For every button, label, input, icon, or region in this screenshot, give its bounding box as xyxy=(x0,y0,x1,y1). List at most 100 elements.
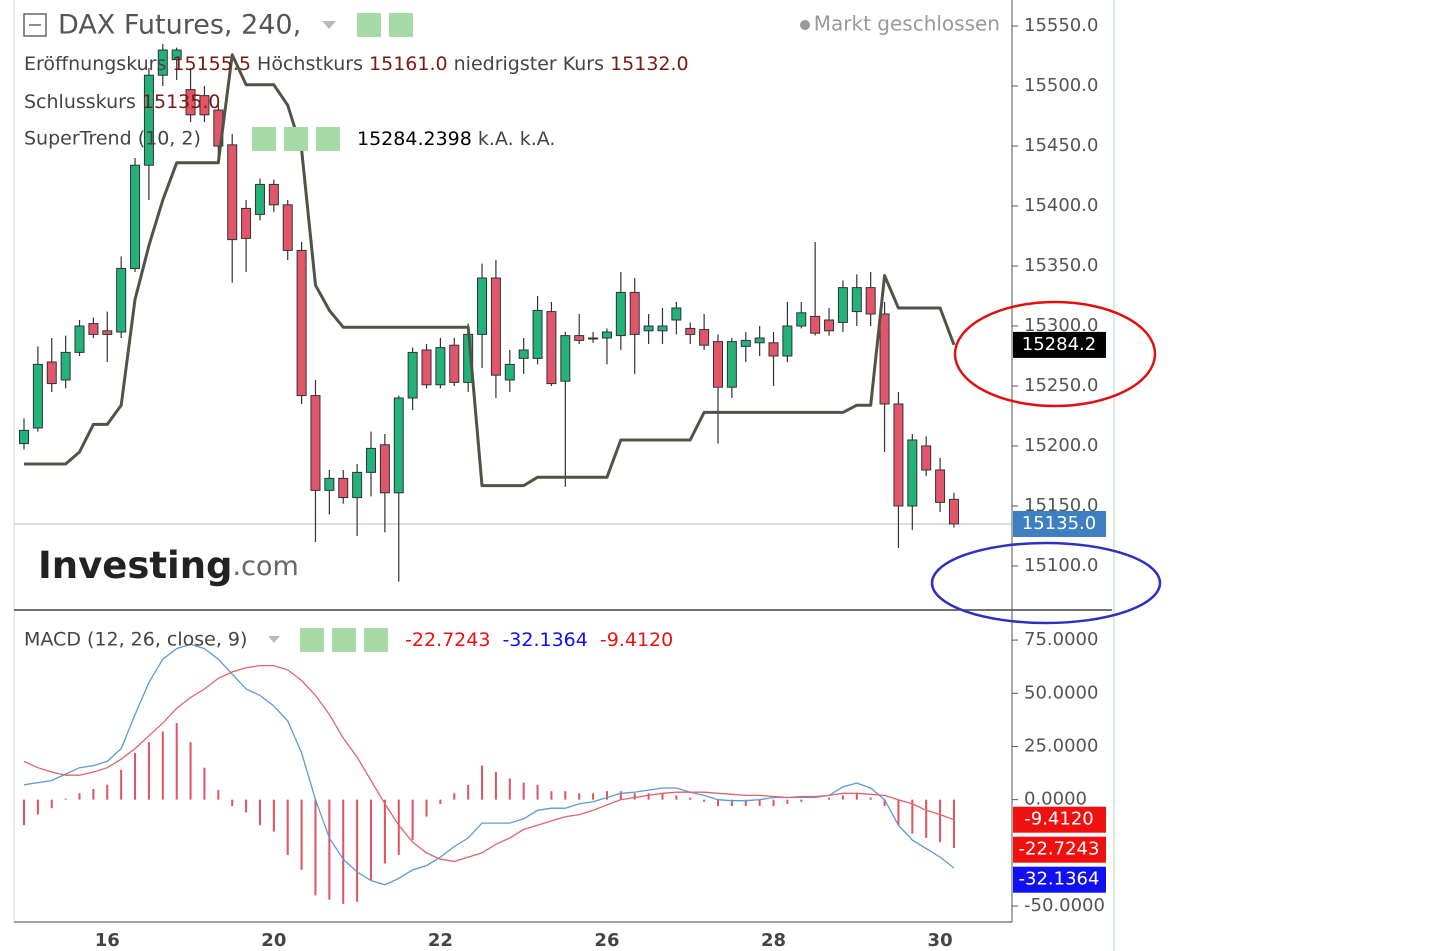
legend-label: Schlusskurs xyxy=(24,91,136,113)
candle-body xyxy=(199,95,210,116)
candle-body xyxy=(143,74,154,166)
candle-body xyxy=(227,144,238,241)
market-status: Markt geschlossen xyxy=(814,12,1000,36)
candle-body xyxy=(532,309,543,359)
status-dot xyxy=(800,20,810,30)
y-tick-label: 15500.0 xyxy=(1024,75,1098,96)
settings-icon[interactable] xyxy=(332,628,356,652)
indicator-value: -9.4120 xyxy=(600,629,673,651)
dropdown-icon[interactable] xyxy=(268,636,280,643)
candle-body xyxy=(865,287,876,315)
candle-body xyxy=(296,249,307,397)
marks: 15100.0 15150.0 15200.0 15250.0 15300.0 15350… xyxy=(14,15,1105,951)
candle-body xyxy=(685,327,696,335)
settings-icon[interactable] xyxy=(284,127,308,151)
y-tick-label: 15200.0 xyxy=(1024,435,1098,456)
remove-icon[interactable] xyxy=(364,628,388,652)
candle-body xyxy=(796,312,807,327)
supertrend-line xyxy=(24,53,956,488)
highlight-ellipse xyxy=(930,541,1162,625)
eye-icon[interactable] xyxy=(300,628,324,652)
indicator-value: k.A. xyxy=(520,128,556,150)
candle-body xyxy=(324,477,335,491)
candle-body xyxy=(19,429,29,445)
close-legend: Schlusskurs 15135.0 xyxy=(24,91,220,113)
candle-body xyxy=(366,447,376,473)
watermark-text: .com xyxy=(233,551,299,582)
eye-icon[interactable] xyxy=(252,127,276,151)
indicator-values: -22.7243 -32.1364 -9.4120 xyxy=(405,629,673,651)
candle-body xyxy=(102,330,113,335)
candle-body xyxy=(615,291,626,337)
candle-body xyxy=(282,204,293,251)
candle-body xyxy=(601,331,612,339)
candle-body xyxy=(74,325,85,353)
watermark-text: Investing xyxy=(38,544,233,587)
indicator-values: 15284.2398 k.A. k.A. xyxy=(357,128,555,150)
candle-body xyxy=(782,325,793,357)
candle-body xyxy=(116,267,127,333)
candle-body xyxy=(157,49,168,76)
remove-icon[interactable] xyxy=(316,127,340,151)
candle-body xyxy=(768,342,779,357)
indicator-name: SuperTrend (10, 2) xyxy=(24,128,201,150)
price-tag-label: 15284.2 xyxy=(1022,334,1096,355)
y-tick-label: 15150.0 xyxy=(1024,495,1098,516)
y-tick-label: 15100.0 xyxy=(1024,555,1098,576)
candle-body xyxy=(893,403,904,507)
candle-body xyxy=(824,319,835,332)
price-tag xyxy=(1013,331,1106,358)
candle-body xyxy=(477,277,488,335)
candle-body xyxy=(671,307,682,321)
candle-body xyxy=(948,498,959,525)
candle-body xyxy=(810,315,821,334)
ohlc-legend: Eröffnungskurs 15155.5 Höchstkurs 15161.… xyxy=(24,53,689,75)
legend-label: Eröffnungskurs xyxy=(24,53,166,75)
legend-value: 15132.0 xyxy=(610,53,689,75)
y-tick-label: 15250.0 xyxy=(1024,375,1098,396)
x-tick-label: 28 xyxy=(761,930,786,951)
candle-body xyxy=(171,49,182,61)
candle-body xyxy=(546,311,557,385)
eye-icon[interactable] xyxy=(357,13,381,37)
candle-body xyxy=(60,351,71,381)
collapse-icon[interactable] xyxy=(23,13,47,37)
price-tag xyxy=(1013,866,1106,893)
legend-value: 15155.5 xyxy=(172,53,251,75)
candle-body xyxy=(629,291,640,335)
candle-body xyxy=(851,287,862,313)
price-tag-label: -9.4120 xyxy=(1024,809,1093,830)
y-tick-label: 0.0000 xyxy=(1024,789,1087,810)
candle-body xyxy=(643,325,654,332)
highlight-ellipse xyxy=(953,300,1157,408)
macd-line xyxy=(23,643,955,886)
candle-body xyxy=(504,363,515,381)
candle-body xyxy=(435,347,446,386)
candle-body xyxy=(907,439,918,507)
candle-body xyxy=(754,337,765,344)
y-tick-label: 15400.0 xyxy=(1024,195,1098,216)
x-tick-label: 20 xyxy=(261,930,286,951)
candle-body xyxy=(921,445,932,471)
settings-icon[interactable] xyxy=(389,13,413,37)
legend-label: niedrigster Kurs xyxy=(454,53,604,75)
candle-body xyxy=(879,313,890,405)
candle-body xyxy=(379,444,390,494)
y-tick-label: 15300.0 xyxy=(1024,315,1098,336)
x-tick-label: 22 xyxy=(428,930,453,951)
dropdown-icon[interactable] xyxy=(322,21,336,29)
indicator-value: -32.1364 xyxy=(502,629,587,651)
x-tick-label: 30 xyxy=(928,930,953,951)
price-tag-label: 15135.0 xyxy=(1022,513,1096,534)
chart-title: DAX Futures, 240, xyxy=(58,10,301,41)
price-tag-label: -22.7243 xyxy=(1019,839,1100,860)
candle-body xyxy=(490,277,501,376)
y-tick-label: 25.0000 xyxy=(1024,735,1098,756)
y-tick-label: 15450.0 xyxy=(1024,135,1098,156)
candle-body xyxy=(699,329,710,346)
indicator-value: k.A. xyxy=(478,128,514,150)
y-tick-label: 75.0000 xyxy=(1024,629,1098,650)
